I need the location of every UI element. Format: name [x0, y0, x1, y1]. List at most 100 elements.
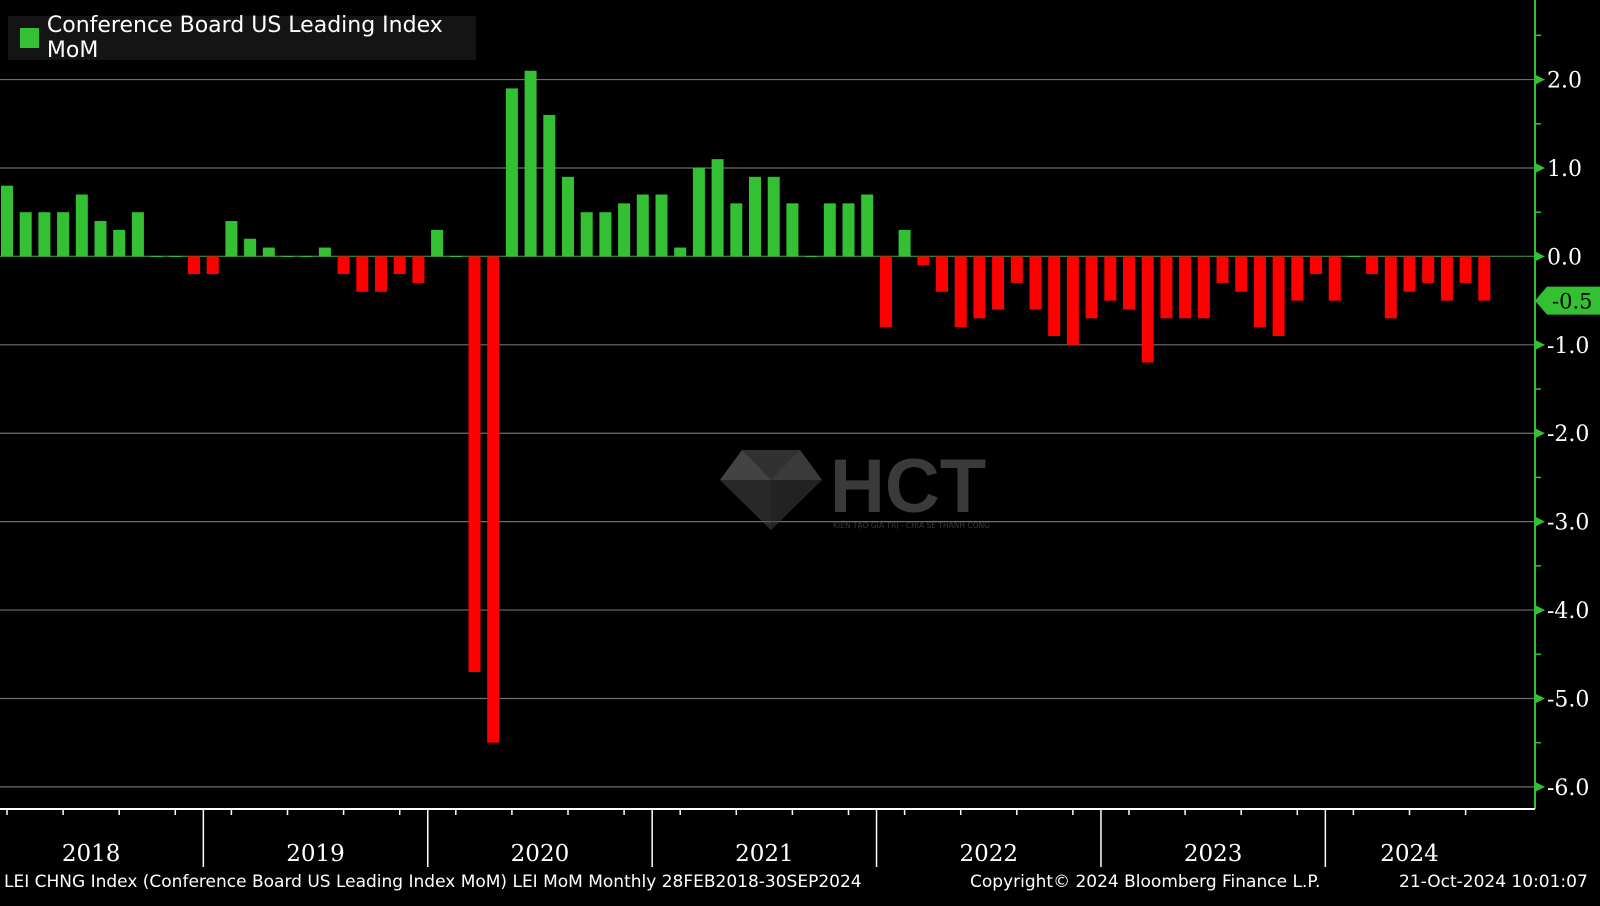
axis-labels: 2.0 1.0 0.0 -1.0 -2.0 -3.0 -4.0 -5.0 -6.0 -0.5 201…: [62, 69, 1593, 867]
bar: [1310, 256, 1322, 275]
bar: [580, 212, 593, 257]
y-tick-mark: [1535, 428, 1545, 439]
bar: [861, 194, 874, 257]
bar: [1347, 255, 1360, 257]
bar: [692, 167, 705, 257]
bar: [823, 203, 836, 257]
bar: [1104, 256, 1117, 301]
y-tick-label: 1.0: [1547, 157, 1582, 182]
y-tick-label: -3.0: [1547, 511, 1589, 536]
x-tick-label: 2023: [1184, 841, 1243, 867]
bar: [1384, 256, 1397, 319]
bar: [150, 255, 163, 257]
y-tick-label: -1.0: [1547, 334, 1589, 359]
footer-copyright: Copyright© 2024 Bloomberg Finance L.P.: [970, 872, 1321, 892]
y-tick-label: 0.0: [1547, 245, 1582, 270]
bar: [1459, 256, 1472, 283]
y-tick-mark: [1535, 605, 1545, 616]
bar: [318, 247, 331, 257]
watermark-tagline: KIẾN TẠO GIÁ TRỊ - CHIA SẺ THÀNH CÔNG: [833, 520, 990, 530]
watermark-brand: HCT: [830, 450, 986, 529]
bar: [543, 114, 556, 257]
bar: [262, 247, 275, 257]
y-tick-label: -6.0: [1547, 776, 1589, 801]
axes: [0, 0, 1600, 867]
bar: [1478, 256, 1491, 301]
bar: [936, 256, 948, 292]
bar: [898, 229, 911, 257]
bar: [655, 194, 668, 257]
x-tick-label: 2021: [735, 841, 794, 867]
x-tick-label: 2022: [959, 841, 1018, 867]
bar: [375, 256, 387, 292]
x-tick-label: 2019: [286, 841, 345, 867]
bar: [1253, 256, 1266, 328]
bar: [1328, 256, 1341, 301]
bar: [19, 212, 32, 257]
legend-swatch: [20, 28, 39, 48]
bar: [1366, 256, 1379, 275]
bar: [188, 256, 200, 275]
watermark: HCT KIẾN TẠO GIÁ TRỊ - CHIA SẺ THÀNH CÔN…: [720, 444, 1010, 536]
bar: [356, 256, 369, 292]
bar: [1272, 256, 1285, 336]
y-tick-mark: [1535, 74, 1545, 85]
y-tick-mark: [1535, 693, 1545, 704]
bar: [1010, 256, 1023, 283]
bar: [468, 256, 481, 672]
footer-timestamp: 21-Oct-2024 10:01:07: [1399, 872, 1588, 892]
x-tick-label: 2024: [1380, 841, 1439, 867]
bar: [1066, 256, 1079, 345]
x-tick-label: 2018: [62, 841, 121, 867]
last-value-label: -0.5: [1552, 290, 1593, 314]
bar: [879, 256, 892, 328]
bar: [917, 256, 930, 266]
x-tick-label: 2020: [511, 841, 570, 867]
bar: [1029, 256, 1042, 310]
bar: [244, 238, 257, 257]
bar: [1123, 256, 1135, 310]
bar: [113, 229, 126, 257]
bar: [1160, 256, 1173, 319]
bar: [599, 212, 612, 257]
bar: [393, 256, 406, 275]
y-tick-mark: [1535, 162, 1545, 173]
bar: [767, 176, 780, 257]
bar: [1440, 256, 1453, 301]
bar: [805, 255, 818, 257]
y-tick-mark: [1535, 516, 1545, 527]
bar: [1216, 256, 1229, 283]
bar: [1235, 256, 1248, 292]
bar: [131, 212, 144, 257]
bar: [1141, 256, 1154, 363]
bar: [38, 212, 51, 257]
bar: [524, 70, 537, 257]
bar: [487, 256, 500, 743]
bar: [954, 256, 967, 328]
bar: [562, 176, 574, 257]
bar: [992, 256, 1005, 310]
bar: [1422, 256, 1435, 283]
bar: [1291, 256, 1304, 301]
bar: [94, 221, 107, 257]
bar: [281, 255, 294, 257]
bar: [973, 256, 986, 319]
bar: [1085, 256, 1098, 319]
bar: [1, 185, 13, 257]
footer-description: LEI CHNG Index (Conference Board US Lead…: [4, 872, 862, 892]
y-tick-label: -4.0: [1547, 599, 1589, 624]
last-value-badge: [1535, 286, 1600, 315]
bar: [206, 256, 219, 275]
bar: [169, 255, 182, 257]
bar: [431, 229, 444, 257]
bar: [749, 176, 761, 257]
bar: [730, 203, 743, 257]
bar: [618, 203, 631, 257]
y-tick-label: -2.0: [1547, 422, 1589, 447]
bar: [412, 256, 425, 283]
y-tick-mark: [1535, 781, 1545, 792]
bar: [1179, 256, 1192, 319]
y-tick-label: 2.0: [1547, 69, 1582, 94]
bar: [225, 221, 238, 257]
